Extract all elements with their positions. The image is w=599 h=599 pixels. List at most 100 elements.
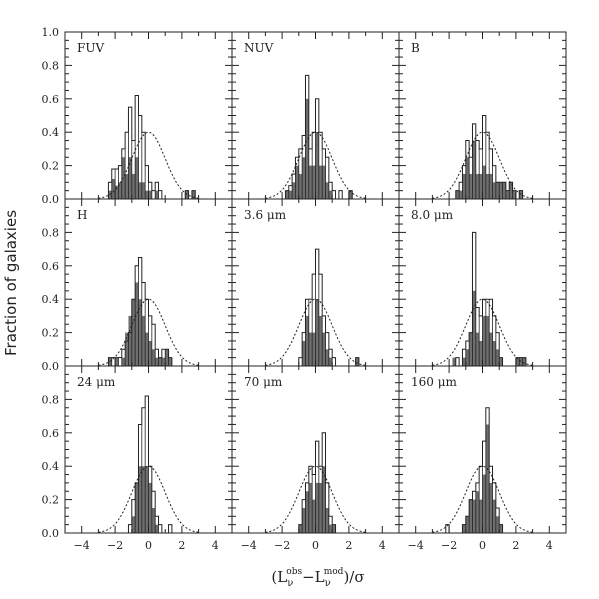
filled-bar	[141, 182, 146, 199]
filled-bar	[462, 524, 466, 533]
filled-bar	[482, 474, 486, 533]
filled-bar	[308, 165, 313, 199]
filled-bar	[125, 332, 129, 366]
y-tick-label: 0.2	[42, 494, 60, 507]
x-axis-label-part: obs	[286, 567, 302, 577]
filled-bar	[158, 357, 162, 366]
y-tick-label: 0.2	[42, 160, 60, 173]
filled-bar	[462, 173, 466, 199]
filled-bar	[475, 173, 480, 199]
y-tick-label: 0.4	[42, 293, 60, 306]
filled-bar	[288, 190, 293, 199]
x-tick-label: 2	[178, 539, 185, 552]
panel-b: B	[398, 31, 567, 200]
filled-bar	[295, 165, 299, 199]
filled-bar	[318, 315, 323, 366]
filled-bar	[315, 299, 319, 366]
panel-label: 8.0 μm	[411, 208, 454, 222]
filled-bar	[145, 190, 149, 199]
x-tick-label: 4	[379, 539, 386, 552]
panel-label: B	[411, 41, 420, 55]
filled-bar	[312, 165, 316, 199]
filled-bar	[322, 165, 326, 199]
filled-bar	[328, 190, 333, 199]
x-axis-label-part: ν	[287, 578, 293, 589]
filled-bar	[191, 190, 196, 199]
filled-bar	[472, 499, 476, 533]
filled-bar	[479, 173, 483, 199]
filled-bar	[145, 332, 149, 366]
x-axis-label-part: −L	[302, 568, 325, 586]
x-tick-label: −2	[274, 539, 290, 552]
filled-bar	[348, 190, 353, 199]
filled-bar	[322, 466, 326, 533]
filled-bar	[141, 466, 146, 533]
x-axis-label-part: (L	[271, 568, 287, 586]
panel-8-0-m: 8.0 μm	[398, 198, 567, 367]
filled-bar	[141, 315, 146, 366]
y-axis-label: Fraction of galaxies	[2, 210, 20, 356]
filled-bar	[155, 357, 159, 366]
filled-bar	[128, 315, 132, 366]
filled-bar	[298, 173, 303, 199]
filled-bar	[325, 349, 329, 366]
filled-bar	[148, 340, 152, 366]
x-tick-label: −2	[441, 539, 457, 552]
panel-label: H	[77, 208, 87, 222]
filled-bar	[135, 282, 139, 366]
y-tick-label: 0.4	[42, 126, 60, 139]
filled-bar	[155, 524, 159, 533]
filled-bar	[115, 185, 119, 199]
filled-bar	[285, 190, 289, 199]
filled-bar	[312, 332, 316, 366]
panel-70-m: 70 μm −4 −2 0 2 4	[231, 365, 400, 552]
x-tick-label: −2	[107, 539, 123, 552]
filled-bar	[479, 499, 483, 533]
x-tick-label: 0	[145, 539, 152, 552]
filled-bar	[302, 157, 306, 199]
panel-160-m: 160 μm −4 −2 0 2 4	[398, 365, 567, 552]
filled-bar	[355, 357, 359, 366]
x-tick-label: 2	[512, 539, 519, 552]
filled-bar	[111, 178, 116, 199]
filled-bar	[475, 332, 480, 366]
filled-bar	[462, 357, 466, 366]
filled-bar	[499, 182, 503, 199]
filled-bar	[465, 157, 470, 199]
filled-bar	[168, 357, 172, 366]
x-axis-label-part: mod	[324, 567, 344, 577]
filled-bar	[499, 357, 503, 366]
panel-fuv: FUV 0.0 0.2 0.4 0.6 0.8 1.0	[42, 26, 233, 206]
filled-bar	[328, 524, 333, 533]
filled-bar	[469, 499, 473, 533]
filled-bar	[151, 507, 156, 533]
filled-bar	[522, 357, 526, 366]
y-tick-label: 0.2	[42, 327, 60, 340]
panel-label: 3.6 μm	[244, 208, 287, 222]
filled-bar	[452, 357, 456, 366]
filled-bar	[489, 173, 493, 199]
filled-bar	[472, 290, 476, 366]
filled-bar	[308, 482, 313, 533]
filled-bar	[512, 190, 516, 199]
filled-bar	[125, 173, 129, 199]
filled-bar	[115, 357, 119, 366]
filled-bar	[131, 173, 136, 199]
y-tick-label: 1.0	[42, 26, 60, 39]
filled-bar	[502, 182, 506, 199]
panel-label: 24 μm	[77, 375, 116, 389]
filled-bar	[332, 524, 336, 533]
x-axis-label: (Lνobs−Lνmod)/σ	[271, 567, 364, 589]
panel-24-m: 24 μm 0.0 0.2 0.4 0.6 0.8 −4 −2 0 2 4	[42, 365, 233, 552]
filled-bar	[318, 482, 323, 533]
x-tick-label: 4	[212, 539, 219, 552]
filled-bar	[482, 165, 486, 199]
x-tick-label: 0	[479, 539, 486, 552]
panel-label: 70 μm	[244, 375, 283, 389]
y-tick-label: 0.6	[42, 93, 60, 106]
filled-bar	[485, 424, 490, 533]
filled-bar	[328, 357, 333, 366]
panel-nuv: NUV	[231, 31, 400, 200]
x-tick-label: 0	[312, 539, 319, 552]
